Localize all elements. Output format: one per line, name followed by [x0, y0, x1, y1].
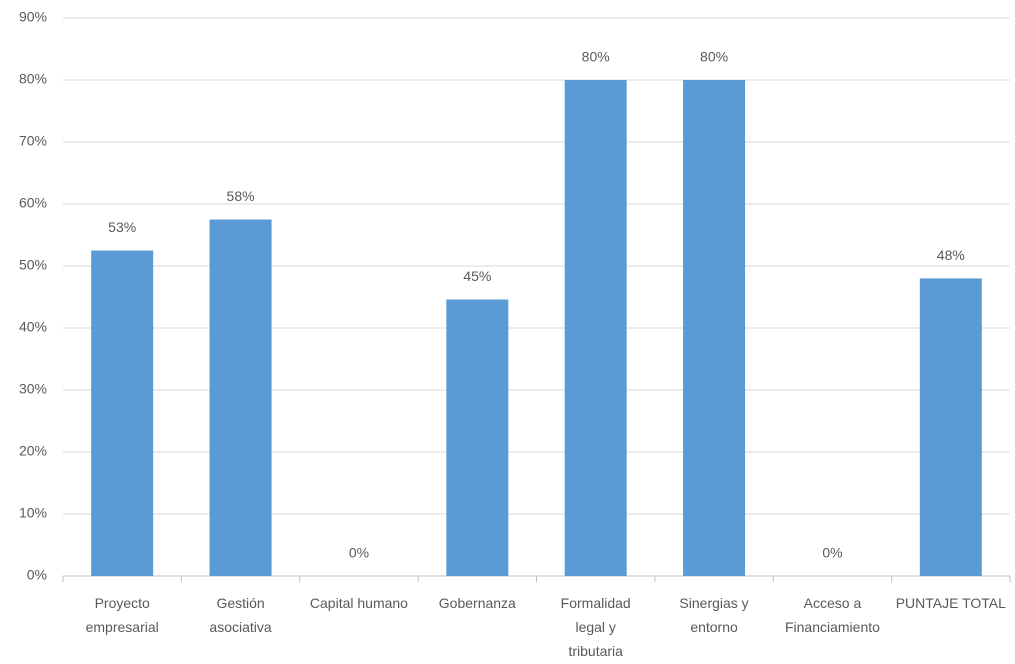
y-tick-label: 0% — [27, 567, 47, 583]
bar — [91, 250, 154, 576]
y-tick-label: 50% — [19, 257, 47, 273]
x-tick-label: PUNTAJE TOTAL — [896, 595, 1006, 611]
x-tick-label: Acceso a Financiamiento — [785, 595, 880, 635]
data-label: 58% — [227, 188, 255, 204]
bar — [446, 299, 509, 576]
y-tick-label: 20% — [19, 443, 47, 459]
y-tick-label: 70% — [19, 133, 47, 149]
data-label: 0% — [349, 545, 369, 561]
y-tick-label: 60% — [19, 195, 47, 211]
x-tick-label: Gobernanza — [439, 595, 516, 611]
x-tick-label: Sinergias y entorno — [679, 595, 748, 635]
y-tick-label: 40% — [19, 319, 47, 335]
data-label: 48% — [937, 247, 965, 263]
data-label: 80% — [700, 49, 728, 65]
y-tick-label: 10% — [19, 505, 47, 521]
data-label: 80% — [582, 49, 610, 65]
x-tick-label: Gestión asociativa — [209, 595, 271, 635]
bar — [209, 219, 272, 576]
y-tick-label: 80% — [19, 71, 47, 87]
x-tick-label: Capital humano — [310, 595, 408, 611]
data-label: 53% — [108, 219, 136, 235]
y-tick-label: 30% — [19, 381, 47, 397]
bar — [919, 278, 982, 576]
data-label: 45% — [463, 268, 491, 284]
data-label: 0% — [822, 545, 842, 561]
x-tick-label: Proyecto empresarial — [86, 595, 159, 635]
bar — [564, 80, 627, 576]
x-tick-label: Formalidad legal y tributaria — [561, 595, 631, 659]
bar — [683, 80, 746, 576]
y-tick-label: 90% — [19, 9, 47, 25]
